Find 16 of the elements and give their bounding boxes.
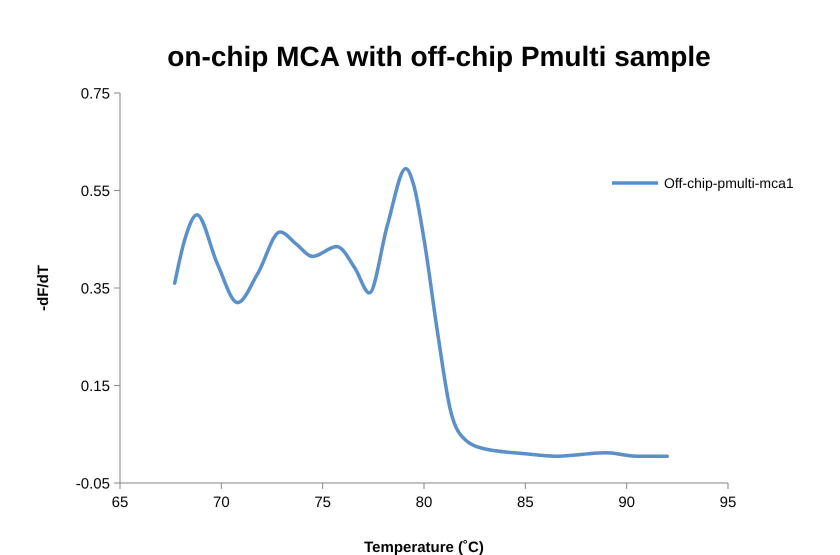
x-axis-title: Temperature (˚C) [364, 539, 484, 555]
y-tick-label: 0.15 [80, 378, 110, 395]
x-tick-label: 85 [516, 494, 534, 511]
x-tick-label: 95 [720, 494, 736, 511]
y-tick-label: 0.75 [80, 85, 110, 102]
y-tick-label: 0.35 [80, 280, 110, 298]
y-axis-title: -dF/dT [35, 265, 52, 311]
y-tick-label: 0.55 [80, 182, 110, 200]
x-tick-label: 80 [416, 494, 432, 511]
chart-title: on-chip MCA with off-chip Pmulti sample [167, 41, 711, 72]
legend-label: Off-chip-pmulti-mca1 [664, 174, 794, 191]
x-tick-label: 65 [112, 494, 128, 511]
x-tick-label: 70 [212, 494, 230, 511]
x-tick-label: 90 [618, 494, 636, 511]
x-tick-label: 75 [314, 494, 332, 511]
y-tick-label: -0.05 [76, 475, 110, 492]
